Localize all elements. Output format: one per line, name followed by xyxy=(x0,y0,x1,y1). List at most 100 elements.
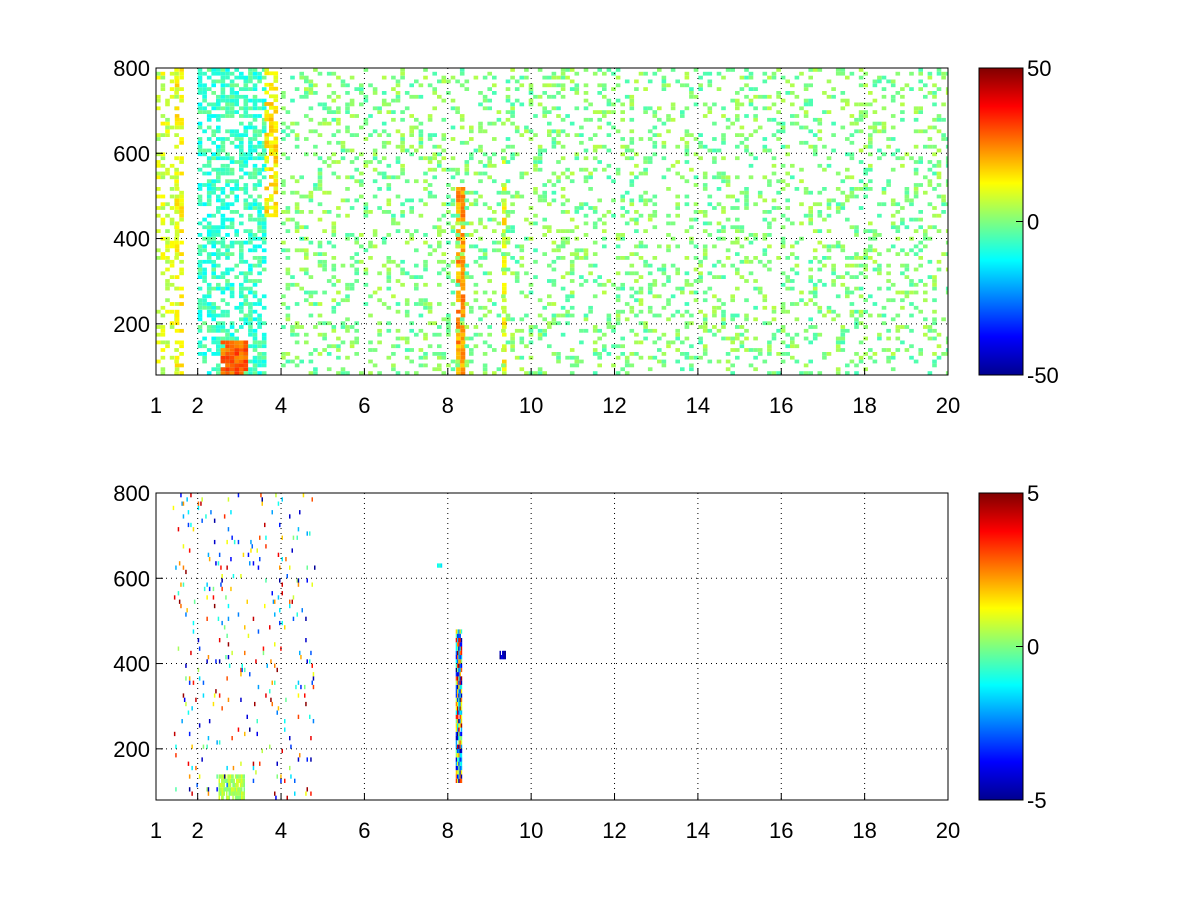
heatmap-cell xyxy=(252,156,258,161)
heatmap-cell xyxy=(464,206,470,210)
heatmap-cell xyxy=(273,175,279,179)
heatmap-cell xyxy=(849,190,855,195)
heatmap-cell xyxy=(459,663,461,668)
heatmap-cell xyxy=(831,309,836,314)
heatmap-cell xyxy=(771,171,777,176)
heatmap-cell xyxy=(216,774,218,779)
heatmap-cell xyxy=(197,106,203,111)
heatmap-cell xyxy=(285,267,291,272)
heatmap-cell xyxy=(904,325,910,329)
heatmap-cell xyxy=(514,259,520,264)
heatmap-cell xyxy=(469,336,474,341)
heatmap-cell xyxy=(160,114,166,118)
heatmap-cell xyxy=(675,206,680,210)
heatmap-cell xyxy=(225,206,230,210)
heatmap-cell xyxy=(179,206,184,210)
heatmap-cell xyxy=(261,152,267,157)
heatmap-cell xyxy=(620,233,625,237)
heatmap-cell xyxy=(808,210,813,214)
heatmap-cell xyxy=(620,198,625,203)
heatmap-cell xyxy=(294,206,300,210)
heatmap-cell xyxy=(228,791,230,796)
heatmap-cell xyxy=(437,94,442,99)
heatmap-cell xyxy=(505,160,511,164)
heatmap-cell xyxy=(225,336,230,341)
heatmap-cell xyxy=(693,290,699,295)
heatmap-cell xyxy=(936,259,942,264)
heatmap-cell xyxy=(441,371,447,375)
heatmap-cell xyxy=(753,367,758,372)
heatmap-cell xyxy=(510,336,515,341)
heatmap-cell xyxy=(427,194,433,199)
heatmap-cell xyxy=(241,787,243,792)
heatmap-cell xyxy=(904,83,910,88)
heatmap-cell xyxy=(336,336,341,341)
heatmap-cell xyxy=(229,83,235,88)
heatmap-cell xyxy=(261,144,267,149)
heatmap-cell xyxy=(252,256,258,260)
heatmap-cell xyxy=(872,352,878,356)
heatmap-cell xyxy=(243,102,249,107)
heatmap-cell xyxy=(216,106,221,111)
heatmap-cell xyxy=(556,83,561,88)
heatmap-cell xyxy=(638,309,644,314)
heatmap-cell xyxy=(269,205,274,210)
heatmap-cell xyxy=(666,317,671,322)
heatmap-cell xyxy=(305,701,307,707)
heatmap-cell xyxy=(565,355,570,360)
heatmap-cell xyxy=(248,290,253,295)
heatmap-cell xyxy=(721,106,726,111)
heatmap-cell xyxy=(160,332,166,337)
heatmap-cell xyxy=(299,248,304,253)
heatmap-cell xyxy=(202,355,207,360)
heatmap-cell xyxy=(464,302,470,306)
heatmap-cell xyxy=(261,156,267,161)
heatmap-cell xyxy=(220,321,226,326)
heatmap-cell xyxy=(206,202,212,207)
heatmap-cell xyxy=(285,282,291,287)
heatmap-cell xyxy=(456,275,461,279)
heatmap-cell xyxy=(180,603,182,609)
heatmap-cell xyxy=(331,98,337,103)
heatmap-cell xyxy=(565,133,570,137)
heatmap-cell xyxy=(252,137,258,141)
heatmap-cell xyxy=(780,144,786,149)
heatmap-cell xyxy=(336,344,341,349)
heatmap-cell xyxy=(918,256,923,260)
heatmap-cell xyxy=(336,175,341,180)
heatmap-cell xyxy=(179,259,184,264)
heatmap-cell xyxy=(455,650,458,656)
heatmap-cell xyxy=(239,791,242,796)
heatmap-cell xyxy=(220,79,226,84)
heatmap-cell xyxy=(244,650,246,656)
heatmap-cell xyxy=(716,259,722,264)
heatmap-cell xyxy=(460,305,466,310)
heatmap-cell xyxy=(345,328,350,333)
heatmap-cell xyxy=(868,229,873,233)
heatmap-cell xyxy=(913,183,919,187)
heatmap-cell xyxy=(863,102,868,107)
heatmap-cell xyxy=(767,75,772,80)
heatmap-cell xyxy=(239,795,242,800)
heatmap-cell xyxy=(519,75,525,80)
heatmap-cell xyxy=(216,129,221,134)
heatmap-cell xyxy=(900,163,905,168)
heatmap-cell xyxy=(698,325,703,329)
heatmap-cell xyxy=(583,233,589,237)
heatmap-cell xyxy=(794,75,800,80)
heatmap-cell xyxy=(437,352,442,356)
heatmap-cell xyxy=(560,187,566,191)
heatmap-cell xyxy=(372,244,378,249)
heatmap-cell xyxy=(174,252,180,256)
heatmap-cell xyxy=(574,256,580,260)
heatmap-cell xyxy=(269,102,274,106)
heatmap-cell xyxy=(606,352,612,356)
heatmap-cell xyxy=(670,117,676,122)
heatmap-cell xyxy=(381,240,387,245)
heatmap-cell xyxy=(702,352,708,356)
heatmap-cell xyxy=(211,328,216,333)
heatmap-cell xyxy=(395,279,401,283)
heatmap-cell xyxy=(890,94,896,99)
heatmap-cell xyxy=(156,325,161,329)
heatmap-cell xyxy=(234,210,239,214)
